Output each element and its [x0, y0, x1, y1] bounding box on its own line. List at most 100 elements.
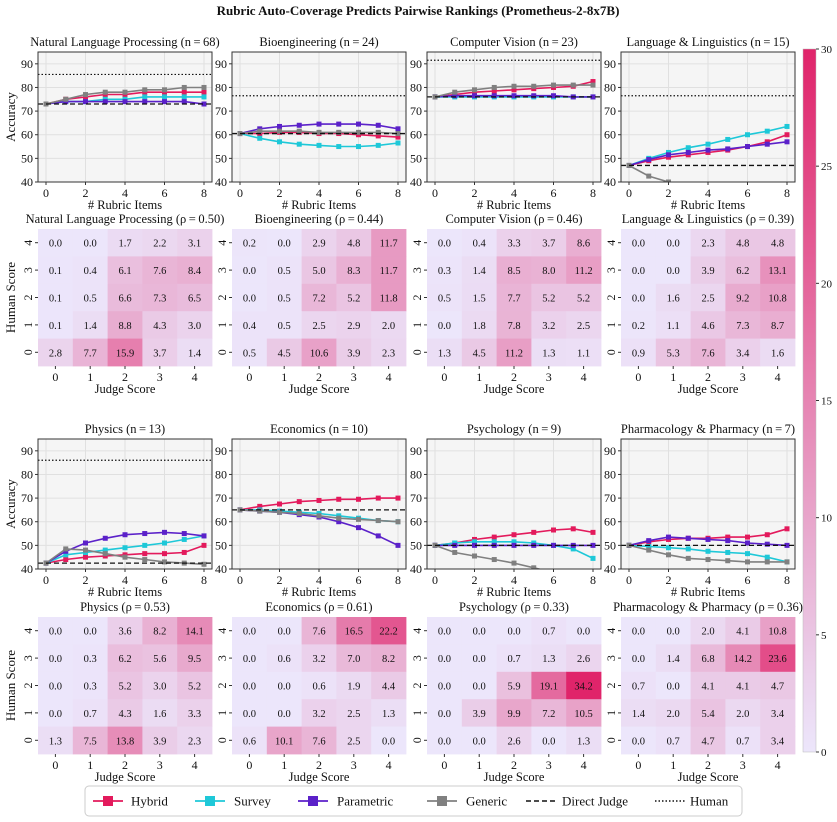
heatmap-cell	[177, 229, 213, 257]
heatmap-cell	[531, 671, 567, 700]
data-point-generic	[531, 565, 537, 569]
colorbar-tick-label: 30	[821, 44, 833, 56]
heatmap-cell	[336, 311, 372, 339]
cell-value: 9.5	[188, 654, 201, 665]
y-tick-label: 1	[604, 710, 618, 716]
y-tick-label: 4	[410, 240, 424, 246]
heatmap-cell	[760, 617, 796, 645]
heatmap-cell	[371, 617, 407, 645]
data-point-generic	[142, 557, 148, 563]
heatmap-cell	[107, 229, 143, 257]
x-tick-label: 2	[666, 573, 672, 587]
data-point-generic	[257, 128, 263, 134]
x-tick-label: 0	[626, 573, 632, 587]
data-point-generic	[705, 557, 711, 563]
data-point-parametric	[356, 121, 361, 127]
chart-title: Computer Vision (n = 23)	[450, 35, 578, 49]
x-tick-label: 6	[162, 573, 168, 587]
cell-value: 10.8	[768, 294, 786, 305]
heatmap-cell	[301, 256, 337, 285]
heatmap-cell	[72, 311, 108, 339]
y-tick-label: 60	[21, 128, 33, 142]
x-tick-label: 3	[740, 370, 746, 384]
cell-value: 1.6	[153, 709, 166, 720]
y-tick-label: 40	[215, 562, 227, 576]
heatmap-cell	[107, 283, 143, 312]
y-tick-label: 40	[410, 175, 422, 189]
data-point-generic	[472, 553, 477, 559]
heatmap: 0.0 0.0 0.0 0.7 0.0 0.0 0.0 0.7 1.3 2.6 0.0 0.0 5.9 1…	[410, 600, 602, 784]
data-point-hybrid	[142, 551, 148, 557]
cell-value: 0.0	[278, 627, 291, 638]
heatmap-cell	[531, 311, 567, 339]
x-tick-label: 0	[246, 370, 252, 384]
colorbar-tick-label: 25	[821, 161, 833, 173]
heatmap-cell	[461, 617, 497, 645]
heatmap-cell	[531, 699, 567, 727]
x-tick-label: 2	[472, 573, 478, 587]
heatmap-cell	[336, 338, 372, 367]
y-tick-label: 0	[21, 349, 35, 355]
cell-value: 14.1	[185, 627, 203, 638]
x-tick-label: 3	[740, 758, 746, 772]
cell-value: 10.6	[310, 348, 328, 359]
heatmap-cell	[427, 671, 463, 700]
cell-value: 0.7	[667, 736, 680, 747]
cell-value: 34.2	[574, 682, 592, 693]
heatmap-cell	[760, 726, 796, 755]
data-point-generic	[764, 559, 770, 565]
cell-value: 4.6	[701, 321, 714, 332]
heatmap-cell	[107, 617, 143, 645]
y-axis-label: Accuracy	[3, 92, 18, 142]
cell-value: 3.9	[701, 266, 714, 277]
heatmap-cell	[301, 338, 337, 367]
heatmap-cell	[266, 617, 302, 645]
heatmap-cell	[496, 311, 532, 339]
data-point-generic	[336, 129, 342, 135]
heatmap-title: Natural Language Processing (ρ = 0.50)	[26, 212, 225, 226]
colorbar-tick-label: 15	[821, 396, 833, 408]
x-tick-label: 2	[277, 186, 283, 200]
heatmap-cell	[107, 311, 143, 339]
heatmap-cell	[621, 283, 657, 312]
plot-frame	[620, 51, 796, 183]
cell-value: 0.5	[84, 294, 97, 305]
y-tick-label: 1	[215, 710, 229, 716]
heatmap-cell	[461, 699, 497, 727]
cell-value: 3.9	[473, 709, 486, 720]
cell-value: 7.7	[84, 348, 97, 359]
cell-value: 0.6	[243, 736, 256, 747]
heatmap-cell	[531, 726, 567, 755]
heatmap-cell	[690, 311, 726, 339]
data-point-survey	[666, 545, 671, 551]
y-tick-label: 50	[21, 151, 33, 165]
heatmap-cell	[232, 644, 268, 673]
heatmap-title: Pharmacology & Pharmacy (ρ = 0.36)	[613, 600, 803, 614]
cell-value: 14.2	[734, 654, 752, 665]
cell-value: 3.0	[153, 682, 166, 693]
y-tick-label: 4	[604, 240, 618, 246]
heatmap-cell	[461, 311, 497, 339]
data-point-parametric	[336, 121, 342, 127]
x-tick-label: 3	[157, 370, 163, 384]
cell-value: 8.3	[347, 266, 360, 277]
cell-value: 6.1	[118, 266, 131, 277]
heatmap-cell	[531, 283, 567, 312]
line-chart: 40 50 60 70 80 90 0 2 4 6 8 Language & Linguistics …	[604, 35, 796, 212]
cell-value: 1.3	[542, 348, 555, 359]
cell-value: 7.6	[153, 266, 166, 277]
legend-label: Direct Judge	[562, 794, 628, 809]
legend-label: Human	[690, 794, 729, 809]
x-tick-label: 4	[511, 186, 517, 200]
x-axis-label: Judge Score	[678, 770, 739, 784]
data-point-survey	[491, 539, 497, 545]
heatmap-cell	[725, 726, 761, 755]
colorbar: 0 5 10 15 20 25 30	[802, 44, 833, 759]
heatmap-cell	[566, 229, 602, 257]
data-point-generic	[452, 549, 458, 555]
heatmap-title: Bioengineering (ρ = 0.44)	[255, 212, 384, 226]
x-tick-label: 6	[356, 186, 362, 200]
heatmap-cell	[427, 644, 463, 673]
data-point-parametric	[745, 540, 750, 546]
cell-value: 0.0	[243, 682, 256, 693]
